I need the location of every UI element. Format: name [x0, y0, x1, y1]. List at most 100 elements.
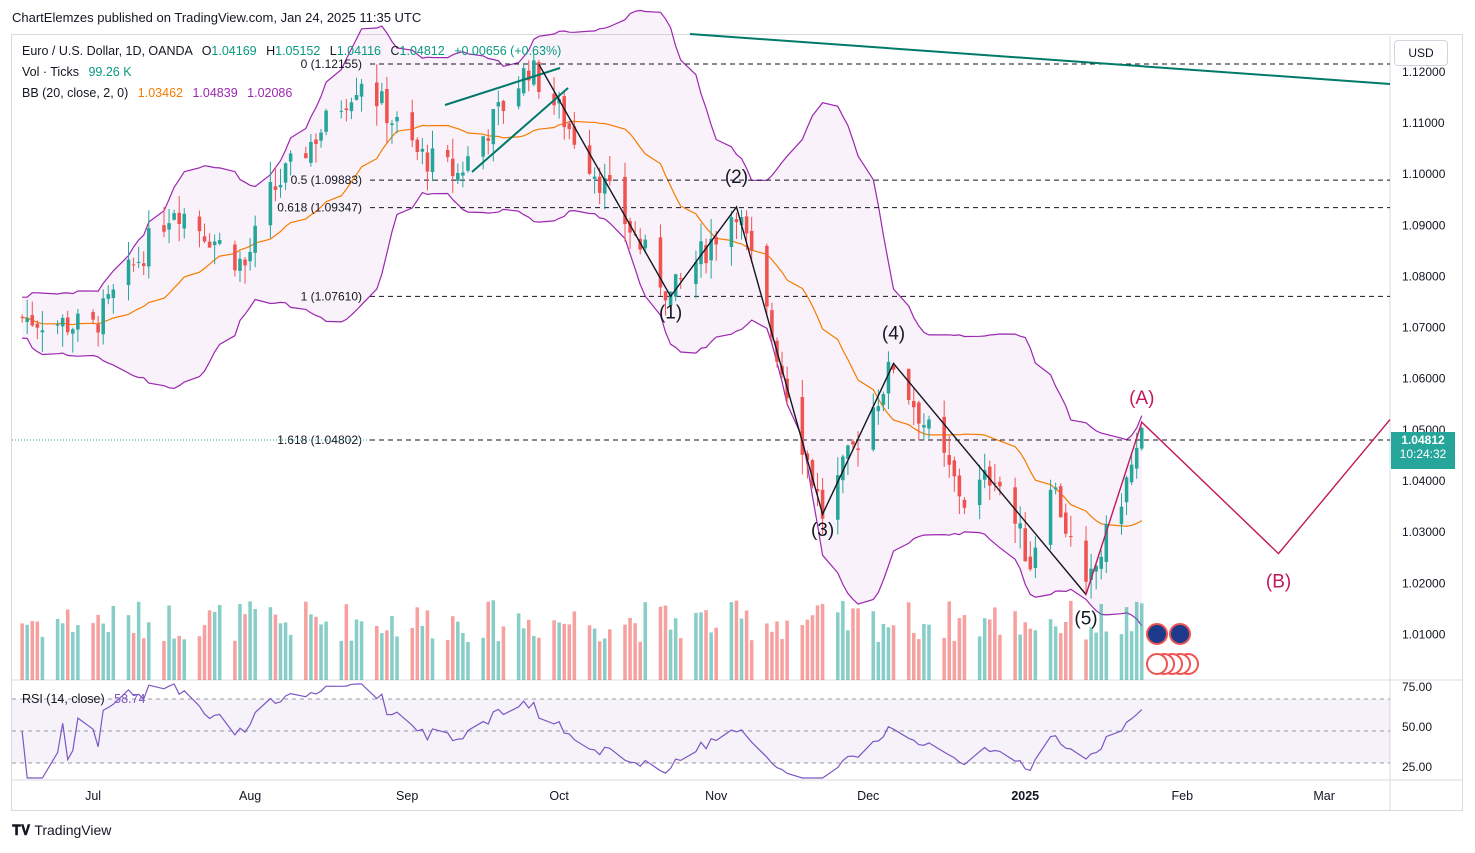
candle-body — [1023, 528, 1028, 562]
volume-bar — [592, 628, 597, 680]
volume-bar — [1018, 634, 1022, 680]
candle-body — [354, 95, 359, 100]
volume-bar — [1028, 628, 1033, 680]
rsi-line — [21, 683, 1143, 779]
candle-body — [846, 445, 850, 459]
candle-body — [486, 138, 490, 141]
candle-body — [1104, 523, 1109, 562]
volume-bar — [668, 629, 673, 680]
candle-body — [380, 91, 384, 104]
volume-bar — [354, 619, 359, 680]
volume-bar — [851, 608, 855, 680]
volume-bar — [324, 621, 328, 680]
volume-bar — [800, 625, 805, 680]
volume-bar — [678, 638, 683, 680]
fib-level-label: 1 (1.07610) — [301, 289, 362, 303]
candle-body — [668, 291, 673, 306]
candle-body — [1063, 512, 1068, 534]
volume-bar — [820, 603, 825, 680]
volume-bar — [172, 638, 176, 680]
volume-bar — [552, 620, 556, 680]
volume-bar — [374, 625, 379, 680]
candle-body — [871, 407, 876, 450]
volume-bar — [1013, 611, 1017, 680]
candle-body — [709, 238, 713, 261]
candle-body — [445, 149, 450, 158]
price-tick-label: 1.10000 — [1402, 167, 1446, 181]
volume-bar — [537, 637, 541, 680]
bb-lower-value: 1.02086 — [247, 86, 293, 100]
candle-body — [922, 425, 926, 428]
volume-bar — [268, 607, 273, 680]
candle-body — [1094, 565, 1098, 572]
currency-button[interactable]: USD — [1394, 40, 1448, 66]
candle-body — [1048, 489, 1053, 545]
volume-bar — [942, 637, 946, 680]
candle-body — [162, 225, 166, 232]
tradingview-logo-icon: 𝐓𝐕 — [12, 822, 31, 838]
candle-body — [881, 394, 886, 405]
wave-label: (1) — [659, 302, 682, 323]
wedge-lower-line — [471, 87, 569, 173]
candle-body — [319, 132, 323, 141]
eu-event-icon — [1169, 623, 1191, 645]
candle-body — [856, 448, 860, 451]
volume-bar — [430, 638, 435, 680]
volume-bar — [162, 640, 166, 680]
volume-bar — [461, 632, 465, 680]
volume-bar — [111, 605, 116, 680]
candle-body — [288, 153, 293, 162]
candle-body — [60, 317, 65, 327]
volume-bar — [385, 630, 389, 680]
volume-bar — [623, 624, 627, 680]
candle-body — [993, 482, 997, 484]
volume-bar — [141, 638, 146, 680]
candle-body — [420, 148, 425, 152]
volume-bar — [597, 641, 602, 680]
last-price-tag: 1.04812 10:24:32 — [1391, 432, 1455, 469]
volume-bar — [770, 631, 774, 680]
volume-bar — [410, 627, 415, 680]
volume-bar — [947, 601, 952, 680]
candle-body — [602, 178, 607, 194]
projection-path — [1085, 419, 1391, 595]
volume-bar — [1099, 603, 1104, 680]
candle-body — [537, 62, 541, 92]
candle-body — [40, 330, 45, 333]
low-value: 1.04116 — [336, 44, 382, 58]
volume-bar — [734, 600, 739, 680]
volume-bar — [714, 627, 718, 680]
candle-body — [805, 453, 810, 460]
candle-body — [410, 112, 415, 141]
volume-bar — [466, 641, 470, 680]
candle-body — [172, 213, 176, 220]
close-label: C — [390, 44, 400, 58]
volume-bar — [1069, 600, 1073, 680]
candle-body — [917, 402, 921, 424]
elliott-wave-path — [538, 63, 1087, 595]
volume-bar — [349, 640, 354, 680]
candle-body — [126, 259, 131, 286]
open-label: O — [201, 44, 212, 58]
volume-bar — [704, 610, 708, 680]
tradingview-footer[interactable]: 𝐓𝐕 TradingView — [12, 822, 111, 839]
volume-bar — [663, 605, 668, 680]
candle-body — [836, 475, 840, 520]
time-tick-label: Mar — [1313, 789, 1335, 803]
candle-body — [658, 237, 663, 288]
volume-bar — [602, 638, 607, 680]
candle-body — [608, 175, 612, 181]
volume-bar — [248, 601, 252, 680]
volume-bar — [841, 600, 845, 680]
volume-bar — [55, 618, 60, 680]
candle-body — [501, 100, 506, 111]
candle-body — [744, 216, 749, 234]
candle-body — [562, 96, 566, 128]
volume-bar — [871, 611, 876, 680]
candle-body — [673, 274, 678, 297]
volume-bar — [765, 623, 769, 680]
price-tick-label: 1.08000 — [1402, 269, 1446, 283]
volume-bar — [273, 614, 278, 680]
volume-bar — [739, 618, 744, 680]
